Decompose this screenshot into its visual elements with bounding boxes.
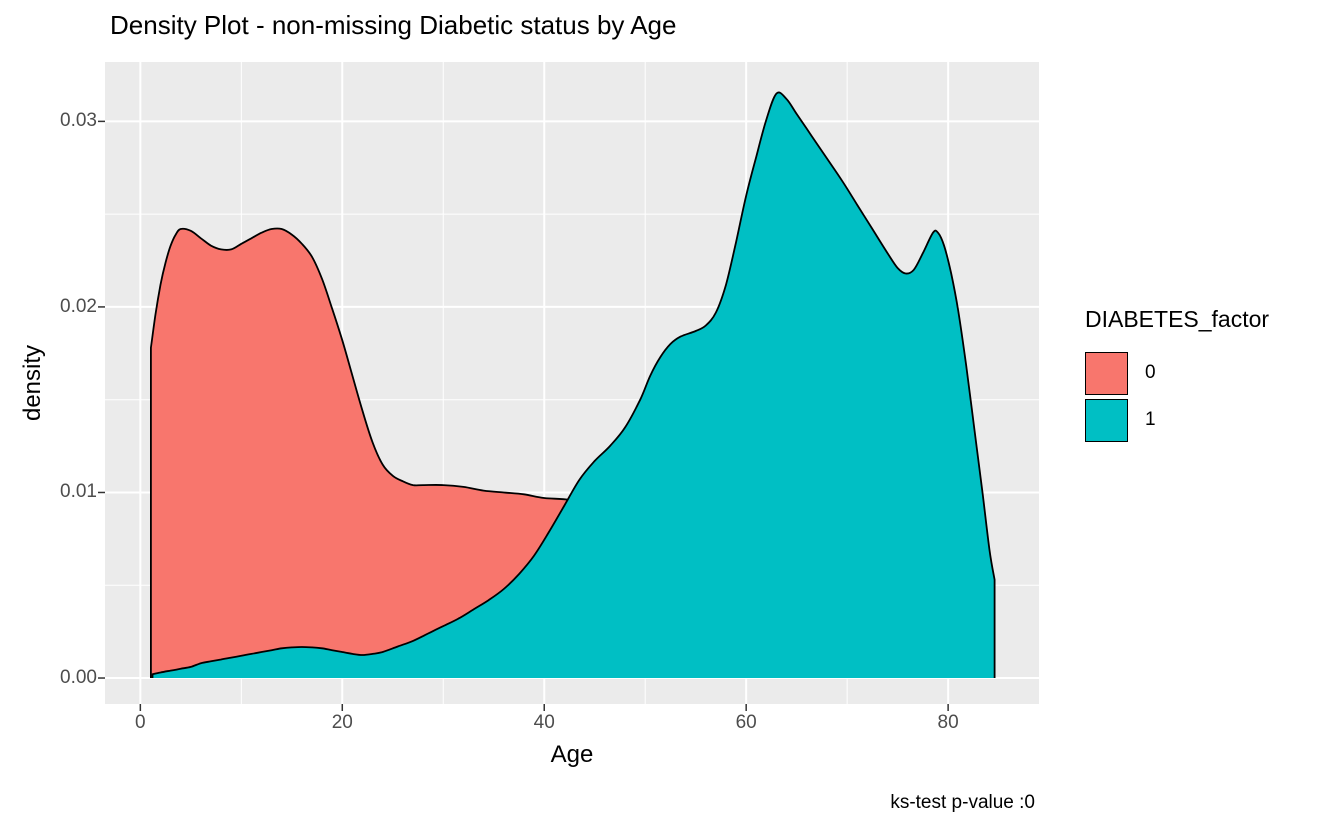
x-tick-label: 0 (135, 712, 146, 733)
x-axis-title: Age (550, 741, 594, 768)
legend-label: 1 (1145, 409, 1156, 430)
legend-item: 1 (1085, 398, 1269, 442)
legend-swatch (1085, 351, 1128, 395)
legend-title: DIABETES_factor (1085, 306, 1270, 332)
x-tick-label: 80 (937, 712, 959, 733)
y-tick-label: 0.03 (60, 110, 97, 132)
y-axis-title: density (19, 344, 46, 422)
y-tick-label: 0.00 (60, 667, 97, 689)
legend-swatch (1085, 398, 1128, 442)
y-tick-label: 0.02 (60, 295, 97, 317)
density-area-1 (151, 91, 996, 678)
x-tick-label: 60 (735, 712, 757, 733)
plot-title: Density Plot - non-missing Diabetic stat… (110, 10, 677, 40)
caption: ks-test p-value :0 (890, 792, 1035, 813)
legend: DIABETES_factor 0 1 (1085, 306, 1269, 445)
x-tick-label: 20 (331, 712, 353, 733)
y-tick-label: 0.01 (60, 481, 97, 503)
legend-item: 0 (1085, 351, 1269, 395)
x-tick-label: 40 (533, 712, 555, 733)
legend-label: 0 (1145, 362, 1156, 383)
